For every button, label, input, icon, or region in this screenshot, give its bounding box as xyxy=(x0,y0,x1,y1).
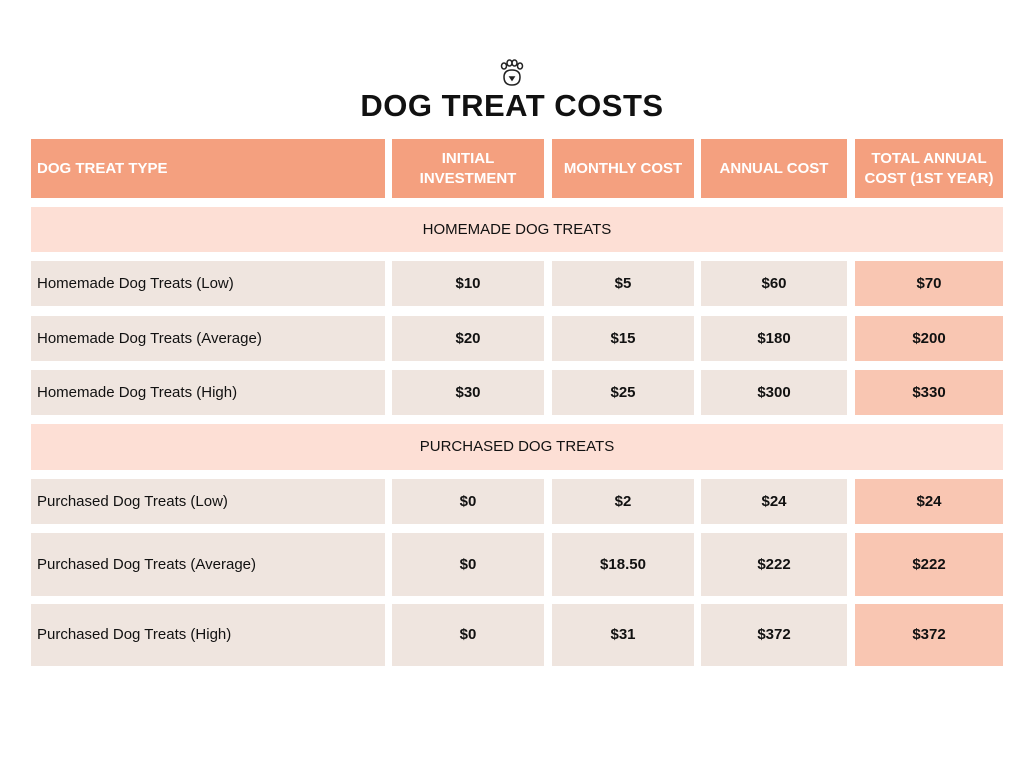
cost-cell: $0 xyxy=(392,479,544,524)
cost-cell: $300 xyxy=(701,370,847,415)
cost-cell: $15 xyxy=(552,316,694,361)
cost-cell: $180 xyxy=(701,316,847,361)
cost-cell: $2 xyxy=(552,479,694,524)
paw-icon xyxy=(500,59,524,86)
header-cell: MONTHLY COST xyxy=(552,139,694,198)
title: DOG TREAT COSTS xyxy=(360,88,664,123)
cost-cell: $24 xyxy=(855,479,1003,524)
cost-cell: $222 xyxy=(701,533,847,596)
cost-cell: $372 xyxy=(701,604,847,666)
section-row: HOMEMADE DOG TREATS xyxy=(31,207,1003,252)
cost-cell: $18.50 xyxy=(552,533,694,596)
cost-cell: $10 xyxy=(392,261,544,306)
header-cell: TOTAL ANNUAL COST (1ST YEAR) xyxy=(855,139,1003,198)
section-row: PURCHASED DOG TREATS xyxy=(31,424,1003,470)
cost-cell: $25 xyxy=(552,370,694,415)
header-cell: DOG TREAT TYPE xyxy=(31,139,385,198)
cost-cell: $0 xyxy=(392,533,544,596)
row-label: Purchased Dog Treats (Average) xyxy=(31,533,385,596)
row-label: Homemade Dog Treats (Average) xyxy=(31,316,385,361)
row-label: Purchased Dog Treats (Low) xyxy=(31,479,385,524)
cost-cell: $372 xyxy=(855,604,1003,666)
cost-cell: $31 xyxy=(552,604,694,666)
cost-cell: $30 xyxy=(392,370,544,415)
cost-cell: $222 xyxy=(855,533,1003,596)
cost-cell: $60 xyxy=(701,261,847,306)
row-label: Homemade Dog Treats (High) xyxy=(31,370,385,415)
cost-cell: $200 xyxy=(855,316,1003,361)
cost-cell: $5 xyxy=(552,261,694,306)
row-label: Homemade Dog Treats (Low) xyxy=(31,261,385,306)
cost-cell: $24 xyxy=(701,479,847,524)
cost-cell: $330 xyxy=(855,370,1003,415)
header-cell: ANNUAL COST xyxy=(701,139,847,198)
cost-cell: $0 xyxy=(392,604,544,666)
cost-cell: $20 xyxy=(392,316,544,361)
header-cell: INITIAL INVESTMENT xyxy=(392,139,544,198)
cost-cell: $70 xyxy=(855,261,1003,306)
row-label: Purchased Dog Treats (High) xyxy=(31,604,385,666)
